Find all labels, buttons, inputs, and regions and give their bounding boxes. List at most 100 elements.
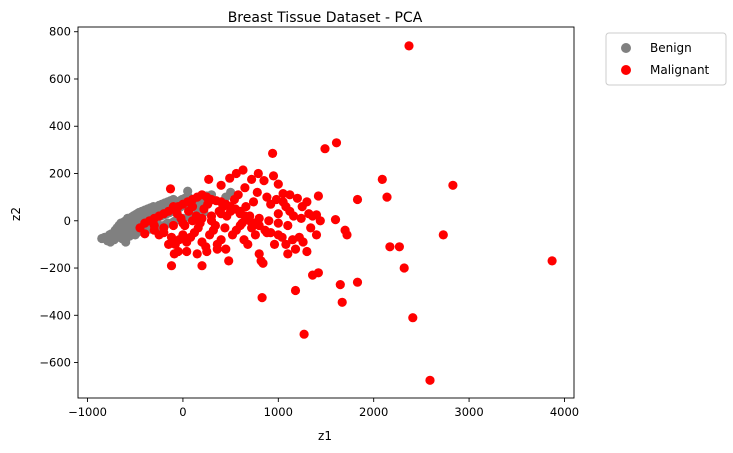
point-malignant (283, 249, 293, 259)
point-malignant (149, 220, 159, 231)
point-malignant (259, 176, 269, 186)
point-malignant (283, 220, 293, 231)
point-malignant (237, 218, 247, 228)
point-malignant (191, 211, 201, 221)
point-malignant (164, 239, 174, 249)
point-malignant (187, 202, 198, 212)
x-tick-label: 2000 (359, 405, 388, 419)
point-malignant (222, 211, 232, 221)
point-malignant (394, 242, 404, 252)
point-malignant (218, 202, 228, 212)
point-malignant (248, 197, 259, 207)
point-benign (105, 237, 115, 247)
point-malignant (425, 375, 435, 385)
point-malignant (337, 297, 347, 307)
point-malignant (315, 216, 325, 226)
x-tick-label: 4000 (550, 405, 579, 419)
point-malignant (335, 280, 345, 290)
point-malignant (212, 239, 222, 249)
point-malignant (306, 223, 316, 233)
point-malignant (243, 239, 253, 249)
point-malignant (308, 270, 318, 280)
point-malignant (278, 189, 288, 199)
legend-marker-benign (621, 43, 631, 53)
point-malignant (258, 258, 268, 268)
point-malignant (408, 313, 418, 323)
point-malignant (197, 261, 207, 271)
point-malignant (281, 239, 291, 249)
point-malignant (269, 239, 280, 249)
point-malignant (225, 173, 235, 183)
point-malignant (292, 193, 302, 203)
point-malignant (262, 192, 272, 202)
x-axis-label: z1 (318, 429, 332, 443)
point-malignant (154, 230, 164, 240)
point-malignant (173, 246, 183, 257)
x-tick-label: 0 (179, 405, 186, 419)
point-malignant (264, 216, 274, 226)
point-malignant (216, 180, 226, 190)
point-malignant (254, 249, 264, 259)
point-malignant (382, 192, 392, 202)
x-tick-label: 1000 (264, 405, 293, 419)
plot-frame (77, 26, 575, 399)
point-malignant (176, 213, 186, 223)
point-malignant (182, 246, 192, 257)
point-malignant (235, 209, 245, 219)
y-tick-label: 200 (49, 167, 71, 181)
point-malignant (302, 246, 312, 257)
legend-frame (605, 32, 727, 86)
point-malignant (290, 244, 301, 254)
point-malignant (245, 211, 255, 221)
point-malignant (331, 138, 342, 148)
point-malignant (296, 213, 306, 223)
point-malignant (262, 228, 272, 238)
point-malignant (268, 148, 278, 158)
point-malignant (165, 184, 176, 194)
point-malignant (273, 218, 283, 228)
point-malignant (290, 285, 301, 296)
legend-label-malignant: Malignant (650, 63, 710, 77)
point-malignant (221, 244, 231, 254)
point-malignant (299, 329, 309, 339)
y-tick-label: 400 (49, 119, 71, 133)
point-malignant (166, 232, 177, 242)
point-malignant (377, 174, 387, 184)
point-malignant (253, 168, 263, 179)
chart-title: Breast Tissue Dataset - PCA (228, 10, 423, 26)
point-malignant (313, 191, 323, 201)
point-malignant (231, 168, 241, 179)
point-malignant (168, 202, 178, 212)
point-malignant (192, 249, 202, 259)
point-malignant (298, 237, 308, 247)
point-malignant (178, 230, 188, 240)
point-benign (183, 186, 193, 196)
point-malignant (330, 215, 341, 225)
point-malignant (399, 263, 409, 273)
point-malignant (404, 41, 414, 51)
point-malignant (203, 199, 213, 209)
y-tick-label: 600 (49, 72, 71, 86)
point-malignant (273, 179, 283, 189)
point-malignant (240, 183, 250, 193)
legend-label-benign: Benign (650, 41, 692, 55)
point-malignant (547, 256, 557, 266)
point-malignant (241, 202, 251, 212)
point-benign (117, 233, 127, 244)
point-malignant (278, 197, 288, 207)
point-malignant (277, 232, 287, 242)
y-axis: −600 −400 −200 0 200 400 600 800 (39, 25, 78, 370)
point-malignant (438, 230, 448, 240)
point-malignant (250, 230, 260, 240)
x-tick-label: 3000 (454, 405, 483, 419)
point-malignant (180, 220, 190, 231)
point-malignant (247, 174, 257, 184)
point-malignant (202, 246, 212, 257)
point-malignant (268, 171, 279, 181)
points-layer (97, 41, 557, 385)
x-axis: −1000 0 1000 2000 3000 4000 (68, 398, 579, 419)
point-malignant (289, 211, 299, 221)
y-tick-label: 0 (64, 214, 71, 228)
point-malignant (195, 218, 205, 228)
